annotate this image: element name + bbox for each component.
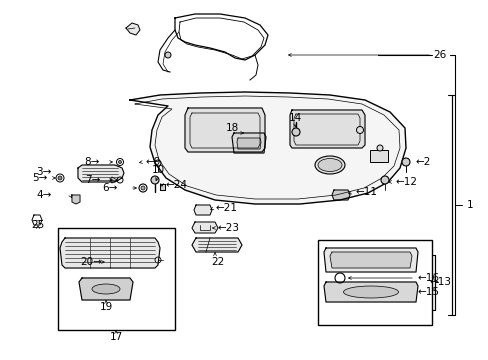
Text: 1: 1 bbox=[466, 200, 472, 210]
Polygon shape bbox=[72, 195, 80, 204]
Polygon shape bbox=[130, 92, 405, 204]
Text: ←16: ←16 bbox=[417, 273, 439, 283]
Bar bbox=[317, 240, 431, 325]
Polygon shape bbox=[126, 23, 140, 35]
Ellipse shape bbox=[343, 286, 398, 298]
Text: 3→: 3→ bbox=[37, 167, 52, 177]
Text: ←11: ←11 bbox=[354, 187, 376, 197]
Text: 20→: 20→ bbox=[80, 257, 102, 267]
Text: 18: 18 bbox=[225, 123, 238, 133]
Bar bbox=[369, 150, 387, 162]
Text: 5→: 5→ bbox=[33, 173, 48, 183]
Bar bbox=[58, 228, 175, 330]
Circle shape bbox=[58, 176, 62, 180]
Polygon shape bbox=[231, 133, 265, 153]
Text: ←13: ←13 bbox=[428, 277, 450, 287]
Circle shape bbox=[141, 186, 145, 190]
Circle shape bbox=[118, 161, 121, 163]
Polygon shape bbox=[324, 282, 417, 302]
Text: 22: 22 bbox=[211, 257, 224, 267]
Polygon shape bbox=[237, 138, 261, 149]
Text: 4→: 4→ bbox=[37, 190, 52, 200]
Polygon shape bbox=[160, 184, 164, 190]
Text: ←21: ←21 bbox=[216, 203, 238, 213]
Text: ←12: ←12 bbox=[394, 177, 416, 187]
Polygon shape bbox=[194, 205, 212, 215]
Text: 17: 17 bbox=[109, 332, 122, 342]
Polygon shape bbox=[79, 278, 133, 300]
Ellipse shape bbox=[92, 284, 120, 294]
Circle shape bbox=[376, 145, 382, 151]
Text: 7→: 7→ bbox=[84, 175, 100, 185]
Polygon shape bbox=[60, 238, 160, 268]
Circle shape bbox=[291, 128, 299, 136]
Polygon shape bbox=[331, 190, 349, 200]
Polygon shape bbox=[324, 248, 417, 272]
Polygon shape bbox=[329, 252, 411, 268]
Circle shape bbox=[356, 126, 363, 134]
Text: 14: 14 bbox=[288, 113, 301, 123]
Polygon shape bbox=[110, 177, 117, 183]
Text: ←2: ←2 bbox=[414, 157, 429, 167]
Ellipse shape bbox=[317, 158, 341, 171]
Polygon shape bbox=[289, 110, 364, 148]
Circle shape bbox=[401, 158, 409, 166]
Text: ←15: ←15 bbox=[417, 287, 439, 297]
Circle shape bbox=[151, 176, 159, 184]
Text: 8→: 8→ bbox=[84, 157, 100, 167]
Text: 25: 25 bbox=[31, 220, 44, 230]
Text: 26: 26 bbox=[432, 50, 446, 60]
Text: ←23: ←23 bbox=[218, 223, 240, 233]
Text: 10: 10 bbox=[151, 165, 164, 175]
Circle shape bbox=[380, 176, 388, 184]
Polygon shape bbox=[192, 238, 242, 252]
Polygon shape bbox=[184, 108, 264, 152]
Text: 19: 19 bbox=[99, 302, 112, 312]
Polygon shape bbox=[192, 222, 218, 233]
Text: ←24: ←24 bbox=[164, 180, 186, 190]
Polygon shape bbox=[78, 165, 124, 182]
Text: 6→: 6→ bbox=[102, 183, 118, 193]
Circle shape bbox=[164, 52, 171, 58]
Ellipse shape bbox=[314, 156, 345, 174]
Text: ←9: ←9 bbox=[145, 157, 160, 167]
